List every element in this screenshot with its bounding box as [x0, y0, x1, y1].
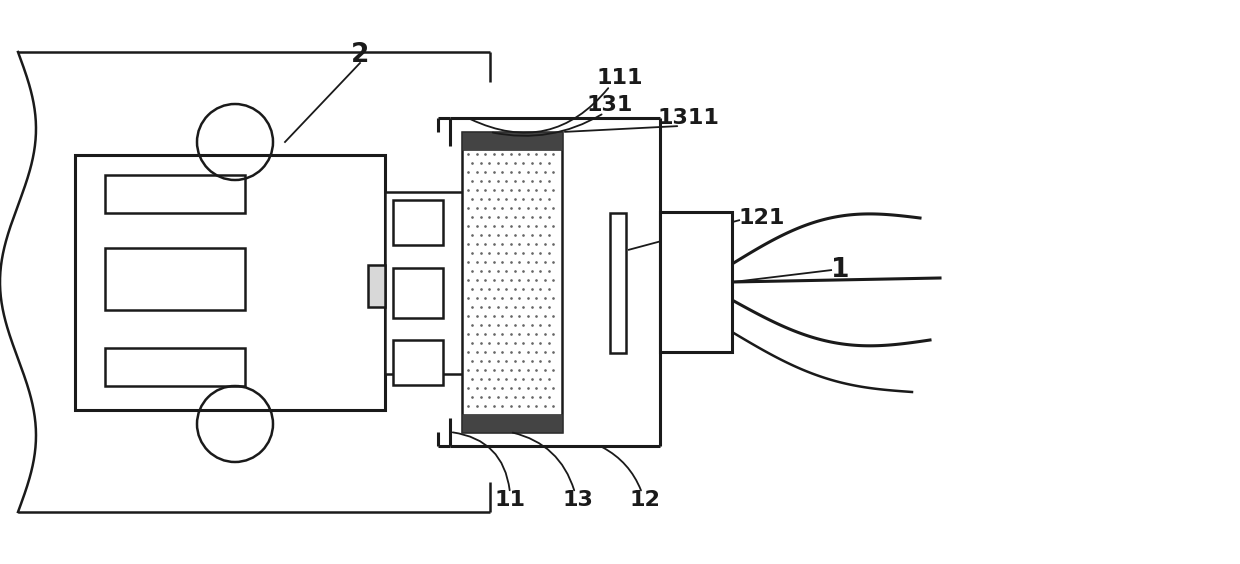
- Bar: [463, 414, 562, 432]
- Bar: [393, 268, 443, 318]
- Text: 12: 12: [630, 490, 661, 510]
- Bar: [74, 155, 384, 410]
- Bar: [393, 200, 443, 245]
- Bar: [105, 248, 246, 310]
- Text: 2: 2: [351, 42, 370, 68]
- Text: 121: 121: [739, 208, 785, 228]
- Bar: [463, 132, 562, 432]
- Text: 1: 1: [831, 257, 849, 283]
- Bar: [105, 348, 246, 386]
- Bar: [384, 192, 465, 374]
- Bar: [610, 213, 626, 353]
- Bar: [368, 265, 384, 307]
- Bar: [105, 175, 246, 213]
- Text: 13: 13: [563, 490, 594, 510]
- Text: 11: 11: [495, 490, 526, 510]
- Bar: [393, 340, 443, 385]
- Text: 111: 111: [596, 68, 644, 88]
- Bar: [463, 132, 562, 150]
- Text: 131: 131: [587, 95, 634, 115]
- Text: 1311: 1311: [657, 108, 719, 128]
- Bar: [660, 212, 732, 352]
